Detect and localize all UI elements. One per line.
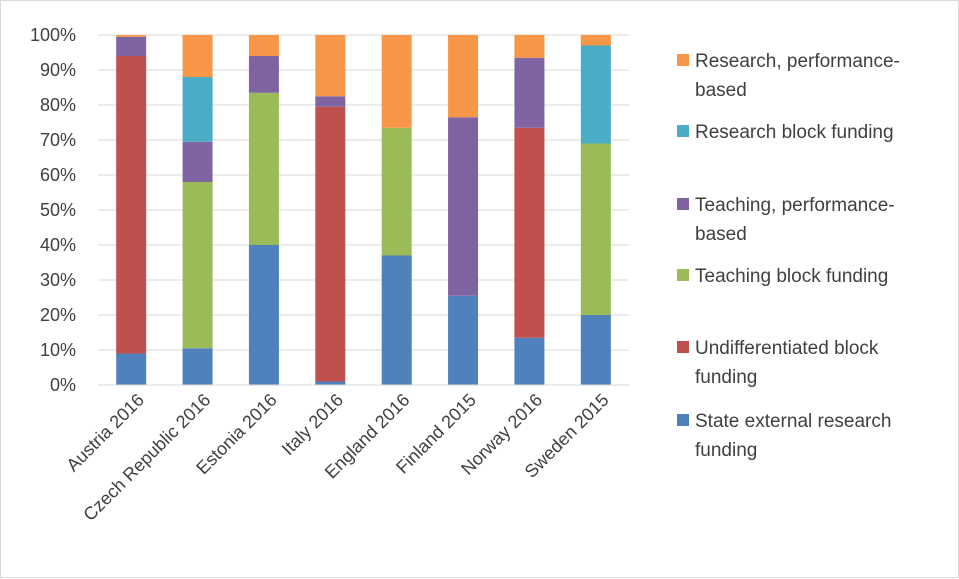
bar-segment: [315, 96, 346, 107]
y-tick-label: 0%: [50, 375, 76, 395]
bar-segment: [514, 337, 545, 385]
bars: [116, 35, 611, 385]
gridlines: [98, 34, 629, 351]
bar-segment: [448, 295, 479, 385]
bar-segment: [448, 35, 479, 118]
y-tick-label: 80%: [40, 95, 76, 115]
bar-segment: [182, 348, 213, 385]
bar-segment: [248, 35, 279, 56]
y-tick-label: 70%: [40, 130, 76, 150]
bar-segment: [448, 117, 479, 296]
legend-label: Research block funding: [695, 122, 894, 143]
bar-segment: [248, 56, 279, 93]
bar-segment: [315, 106, 346, 382]
y-tick-label: 60%: [40, 165, 76, 185]
y-tick-label: 90%: [40, 60, 76, 80]
bar-segment: [580, 35, 611, 46]
legend-swatch: [677, 125, 689, 137]
legend-label: based: [695, 80, 747, 101]
bar-segment: [381, 255, 412, 385]
y-tick-label: 10%: [40, 340, 76, 360]
bar-segment: [580, 143, 611, 315]
legend-label: funding: [695, 367, 757, 388]
legend-label: Undifferentiated block: [695, 338, 879, 359]
y-tick-label: 100%: [30, 25, 76, 45]
legend-swatch: [677, 198, 689, 210]
bar-segment: [116, 35, 147, 37]
y-axis-tick-labels: 0% 10% 20% 30% 40% 50% 60% 70% 80% 90% 100%: [30, 25, 76, 395]
bar-segment: [580, 315, 611, 385]
bar-segment: [182, 35, 213, 77]
legend-swatch: [677, 414, 689, 426]
legend-label: State external research: [695, 411, 891, 432]
bar-segment: [182, 77, 213, 142]
legend-swatch: [677, 54, 689, 66]
bar-segment: [514, 127, 545, 338]
bar-segment: [315, 35, 346, 97]
legend-label: based: [695, 224, 747, 245]
bar-segment: [580, 45, 611, 144]
bar-segment: [182, 141, 213, 182]
bar-segment: [514, 57, 545, 128]
legend-label: Teaching, performance-: [695, 195, 895, 216]
legend-label: Teaching block funding: [695, 266, 888, 287]
legend: Research, performance-based Research bloc…: [677, 51, 900, 461]
x-category-label: Italy 2016: [278, 390, 347, 459]
bar-segment: [116, 353, 147, 385]
bar-segment: [381, 35, 412, 128]
bar-segment: [248, 92, 279, 245]
bar-segment: [315, 381, 346, 385]
legend-label: Research, performance-: [695, 51, 900, 72]
x-category-label: Czech Republic 2016: [79, 390, 214, 525]
legend-label: funding: [695, 440, 757, 461]
bar-segment: [182, 182, 213, 349]
y-tick-label: 40%: [40, 235, 76, 255]
y-tick-label: 50%: [40, 200, 76, 220]
bar-segment: [116, 36, 147, 56]
bar-segment: [514, 35, 545, 58]
legend-swatch: [677, 341, 689, 353]
y-tick-label: 20%: [40, 305, 76, 325]
bar-segment: [381, 127, 412, 256]
y-tick-label: 30%: [40, 270, 76, 290]
bar-segment: [116, 56, 147, 354]
legend-swatch: [677, 269, 689, 281]
bar-segment: [248, 245, 279, 385]
